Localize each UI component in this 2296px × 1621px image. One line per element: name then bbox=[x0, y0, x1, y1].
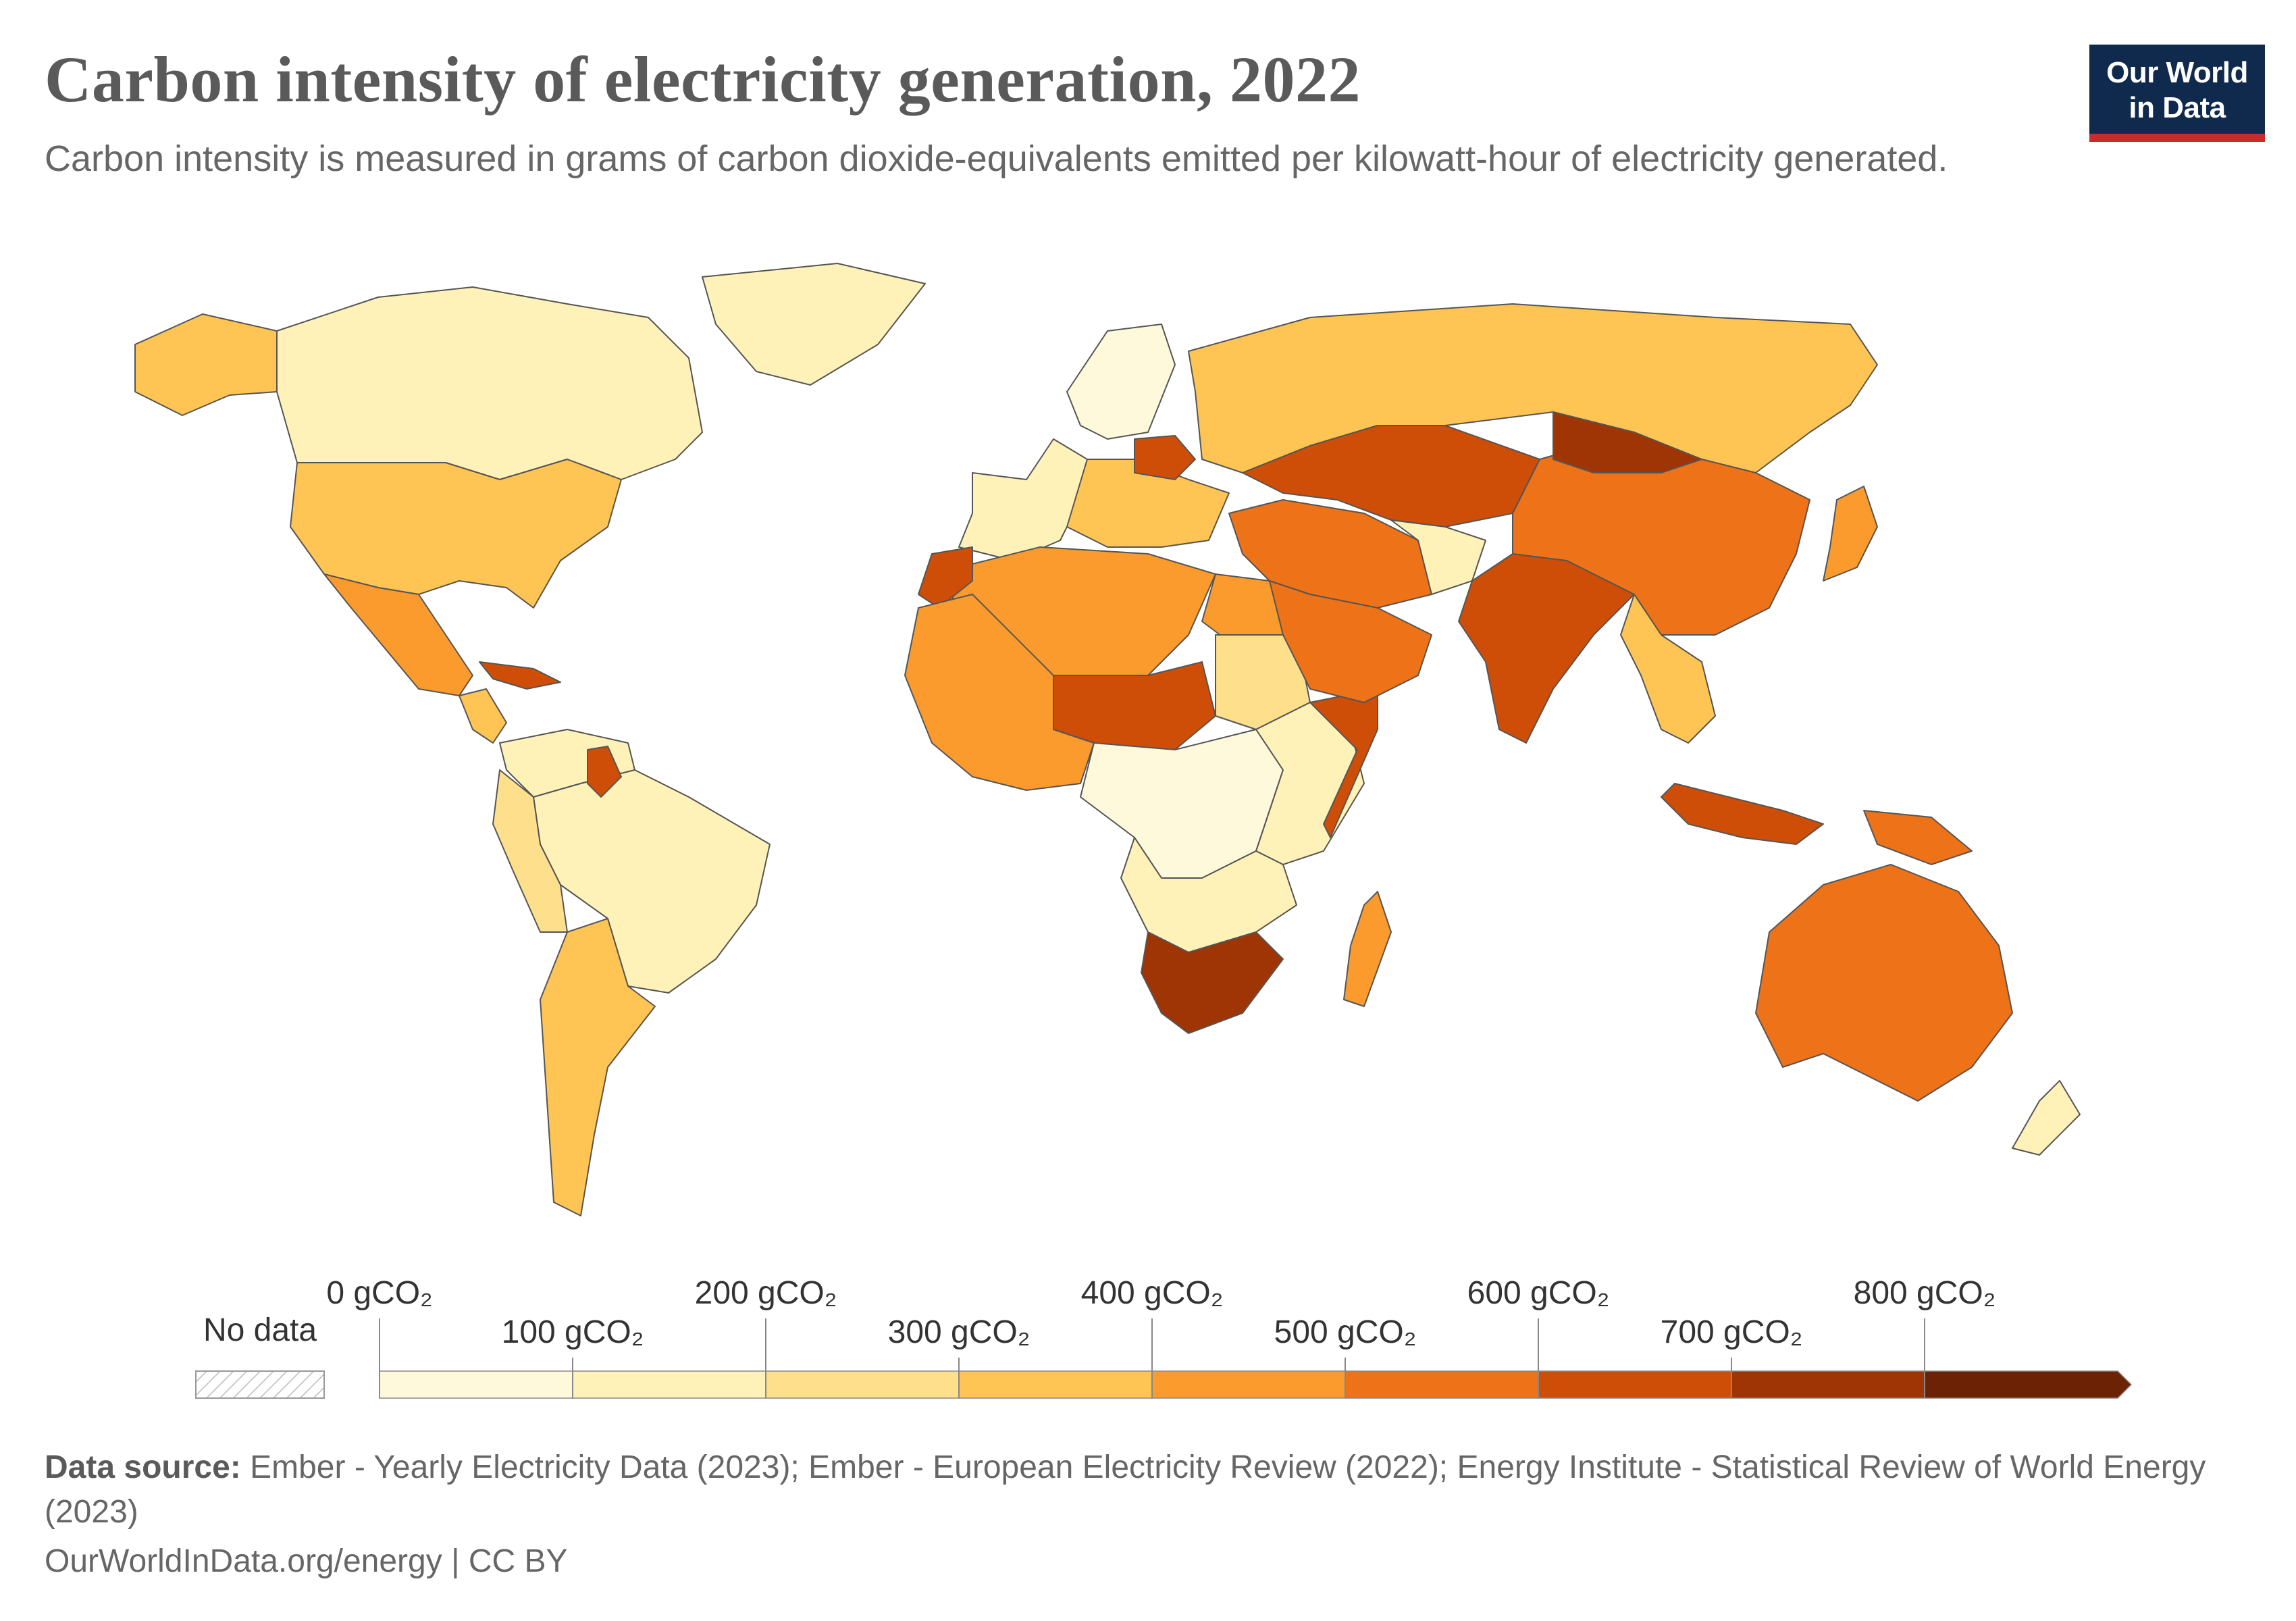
page-subtitle: Carbon intensity is measured in grams of… bbox=[45, 138, 1948, 179]
region-western-europe[interactable] bbox=[958, 438, 1088, 561]
region-cuba[interactable] bbox=[479, 661, 561, 690]
region-sahel[interactable] bbox=[1053, 661, 1216, 750]
region-poland[interactable] bbox=[1134, 435, 1196, 480]
legend-swatch-600[interactable] bbox=[1538, 1370, 1732, 1399]
region-argentina[interactable] bbox=[540, 918, 656, 1216]
legend-swatch-0[interactable] bbox=[379, 1370, 573, 1399]
region-south-africa[interactable] bbox=[1141, 931, 1284, 1034]
owid-logo[interactable]: Our World in Data bbox=[2089, 45, 2265, 142]
region-mongolia[interactable] bbox=[1553, 411, 1702, 473]
region-mexico[interactable] bbox=[323, 573, 473, 696]
data-source: Data source: Ember - Yearly Electricity … bbox=[45, 1445, 2246, 1535]
region-new-zealand[interactable] bbox=[2012, 1080, 2081, 1156]
legend-swatch-200[interactable] bbox=[765, 1370, 960, 1399]
legend-label-300: 300 gCO₂ bbox=[888, 1314, 1030, 1350]
legend-label-600: 600 gCO₂ bbox=[1467, 1275, 1610, 1311]
region-scandinavia[interactable] bbox=[1066, 324, 1176, 440]
region-china[interactable] bbox=[1512, 432, 1810, 636]
logo-line-1: Our World bbox=[2106, 56, 2248, 89]
logo-line-2: in Data bbox=[2129, 91, 2226, 124]
legend-label-100: 100 gCO₂ bbox=[502, 1314, 644, 1350]
region-greenland[interactable] bbox=[702, 263, 926, 386]
legend-label-0: 0 gCO₂ bbox=[326, 1275, 432, 1311]
legend-swatch-400[interactable] bbox=[1151, 1370, 1346, 1399]
region-morocco[interactable] bbox=[918, 546, 973, 609]
region-central-america[interactable] bbox=[459, 688, 507, 744]
world-map bbox=[134, 263, 2081, 1216]
legend-swatch-700[interactable] bbox=[1731, 1370, 1925, 1399]
legend-swatch-500[interactable] bbox=[1345, 1370, 1539, 1399]
legend-swatch-800[interactable] bbox=[1924, 1370, 2133, 1399]
legend-swatch-300[interactable] bbox=[958, 1370, 1153, 1399]
region-southeast-asia[interactable] bbox=[1620, 594, 1716, 744]
legend-label-400: 400 gCO₂ bbox=[1081, 1275, 1224, 1311]
legend-no-data-label: No data bbox=[203, 1312, 317, 1348]
region-canada[interactable] bbox=[276, 286, 703, 480]
legend-no-data-swatch bbox=[195, 1370, 325, 1399]
data-source-text[interactable]: Ember - Yearly Electricity Data (2023); … bbox=[45, 1449, 2206, 1530]
legend-swatch-100[interactable] bbox=[572, 1370, 766, 1399]
region-madagascar[interactable] bbox=[1343, 891, 1392, 1007]
region-alaska[interactable] bbox=[134, 313, 278, 416]
region-west-africa[interactable] bbox=[904, 594, 1095, 791]
data-source-label: Data source: bbox=[45, 1449, 241, 1485]
color-legend: No data 0 gCO₂ 100 gCO₂ 200 gCO₂ 300 gCO₂ 40… bbox=[195, 1275, 2133, 1399]
footer-url[interactable]: OurWorldInData.org/energy | CC BY bbox=[45, 1543, 568, 1579]
region-southern-africa[interactable] bbox=[1120, 837, 1297, 953]
region-papua-new-guinea[interactable] bbox=[1863, 810, 1973, 865]
region-arabian-peninsula[interactable] bbox=[1269, 580, 1432, 703]
region-japan[interactable] bbox=[1823, 486, 1878, 582]
region-australia[interactable] bbox=[1755, 864, 2013, 1102]
region-india[interactable] bbox=[1458, 553, 1635, 744]
page-title: Carbon intensity of electricity generati… bbox=[45, 43, 1361, 115]
region-russia[interactable] bbox=[1188, 303, 1878, 473]
legend-no-data[interactable]: No data bbox=[195, 1312, 325, 1399]
region-middle-east[interactable] bbox=[1228, 499, 1432, 609]
legend-label-700: 700 gCO₂ bbox=[1661, 1314, 1803, 1350]
region-guyana[interactable] bbox=[587, 746, 622, 798]
region-indonesia[interactable] bbox=[1661, 783, 1824, 845]
legend-label-800: 800 gCO₂ bbox=[1854, 1275, 1996, 1311]
legend-label-200: 200 gCO₂ bbox=[695, 1275, 837, 1311]
legend-label-500: 500 gCO₂ bbox=[1274, 1314, 1417, 1350]
